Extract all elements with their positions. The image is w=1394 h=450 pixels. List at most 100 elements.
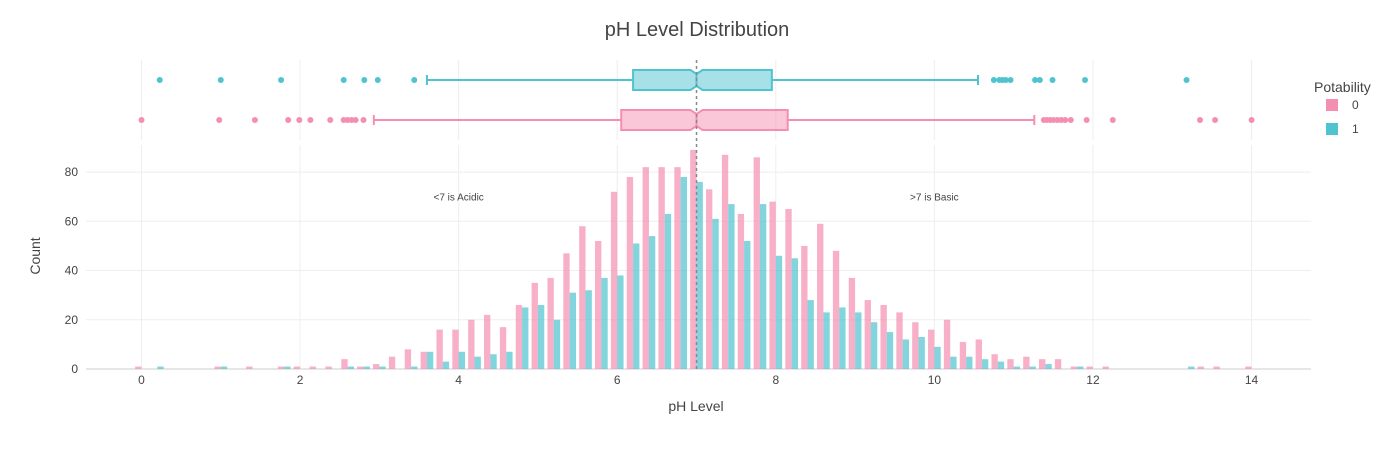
bar-series-1	[617, 275, 624, 369]
bar-series-1	[1013, 366, 1021, 369]
bar-series-1	[442, 361, 450, 369]
legend-title: Potability	[1314, 79, 1371, 95]
bar-series-0	[626, 177, 634, 369]
x-tick-label: 0	[138, 373, 145, 387]
bar-series-0	[1023, 356, 1030, 369]
box-0	[620, 109, 789, 131]
outlier-point-1	[361, 77, 368, 83]
bar-series-0	[959, 341, 967, 369]
bar-series-0	[1102, 366, 1109, 369]
bar-series-0	[721, 154, 729, 369]
bar-series-1	[791, 258, 799, 369]
bar-series-0	[325, 366, 332, 369]
bar-series-1	[981, 359, 989, 369]
outlier-point-0	[285, 117, 292, 123]
x-tick-label: 8	[772, 373, 779, 387]
x-axis-title: pH Level	[668, 398, 723, 414]
bar-series-1	[839, 307, 846, 369]
box-plot-layer	[138, 69, 1255, 131]
bar-series-0	[737, 213, 745, 369]
legend: Potability 0 1	[1314, 79, 1371, 136]
outlier-point-0	[327, 117, 334, 123]
legend-swatch-0[interactable]	[1326, 99, 1338, 111]
x-tick-label: 6	[614, 373, 621, 387]
bar-series-0	[420, 351, 427, 369]
bar-series-0	[610, 191, 618, 369]
bar-series-0	[896, 312, 903, 369]
bar-series-0	[912, 322, 919, 369]
bar-series-1	[347, 366, 354, 369]
bar-series-0	[1007, 359, 1014, 369]
bar-series-0	[801, 245, 808, 369]
bar-series-0	[991, 354, 998, 369]
bar-series-0	[246, 366, 253, 369]
bar-series-0	[1245, 366, 1252, 369]
outlier-point-0	[296, 117, 303, 123]
bar-series-0	[975, 339, 982, 369]
bar-series-0	[642, 167, 649, 369]
bar-series-0	[563, 253, 570, 369]
tick-labels-layer: 0 2 4 6 8 10 12 14 0 20 40 60 80	[65, 165, 1259, 387]
legend-swatch-1[interactable]	[1326, 123, 1338, 135]
bar-series-1	[696, 181, 703, 369]
bar-series-1	[522, 307, 529, 369]
bar-series-1	[363, 366, 370, 369]
bar-series-0	[658, 167, 665, 369]
outlier-point-1	[1183, 77, 1190, 83]
bar-series-0	[928, 329, 935, 369]
outlier-point-1	[217, 77, 224, 83]
outlier-point-1	[340, 77, 347, 83]
bar-series-0	[943, 319, 951, 369]
bar-series-1	[997, 361, 1005, 369]
bar-series-1	[1077, 366, 1084, 369]
bar-series-1	[823, 312, 830, 369]
outlier-point-1	[1036, 77, 1043, 83]
bar-series-0	[769, 201, 776, 369]
x-tick-label: 2	[297, 373, 304, 387]
bar-series-1	[648, 236, 656, 369]
bar-series-1	[411, 366, 418, 369]
y-tick-label: 80	[65, 165, 79, 179]
y-tick-label: 40	[65, 264, 79, 278]
outlier-point-0	[1067, 117, 1074, 123]
legend-label-0[interactable]: 0	[1352, 98, 1359, 112]
bar-series-0	[547, 277, 554, 369]
bar-series-1	[902, 339, 910, 369]
bar-series-0	[277, 366, 285, 369]
y-tick-label: 20	[65, 313, 79, 327]
bar-series-0	[452, 329, 459, 369]
outlier-point-0	[1196, 117, 1203, 123]
bar-series-0	[404, 349, 412, 369]
bar-series-0	[690, 149, 697, 369]
outlier-point-1	[411, 77, 418, 83]
bar-series-0	[135, 366, 142, 369]
outlier-point-1	[1007, 77, 1014, 83]
bar-series-0	[753, 157, 760, 369]
bar-series-1	[934, 346, 941, 369]
legend-label-1[interactable]: 1	[1352, 122, 1359, 136]
bar-series-1	[855, 312, 862, 369]
bar-series-0	[674, 167, 681, 369]
bar-series-0	[1197, 366, 1204, 369]
annotation-0: <7 is Acidic	[433, 193, 483, 204]
bar-series-1	[807, 300, 814, 369]
bar-series-1	[759, 204, 767, 369]
bar-series-1	[918, 337, 925, 369]
bar-series-1	[744, 241, 751, 369]
annotation-1: >7 is Basic	[910, 193, 959, 204]
bar-series-1	[664, 213, 672, 369]
annotation-layer: <7 is Acidic >7 is Basic	[433, 193, 958, 204]
x-tick-label: 14	[1245, 373, 1259, 387]
bar-series-1	[569, 292, 576, 369]
bar-series-1	[728, 204, 735, 369]
bar-series-1	[220, 366, 228, 369]
outlier-point-1	[278, 77, 285, 83]
outlier-point-0	[1109, 117, 1116, 123]
bar-series-0	[785, 209, 792, 369]
bar-series-0	[357, 366, 364, 369]
bar-series-0	[817, 223, 824, 369]
outlier-point-0	[307, 117, 314, 123]
bar-series-1	[585, 290, 592, 369]
bar-series-1	[490, 354, 497, 369]
